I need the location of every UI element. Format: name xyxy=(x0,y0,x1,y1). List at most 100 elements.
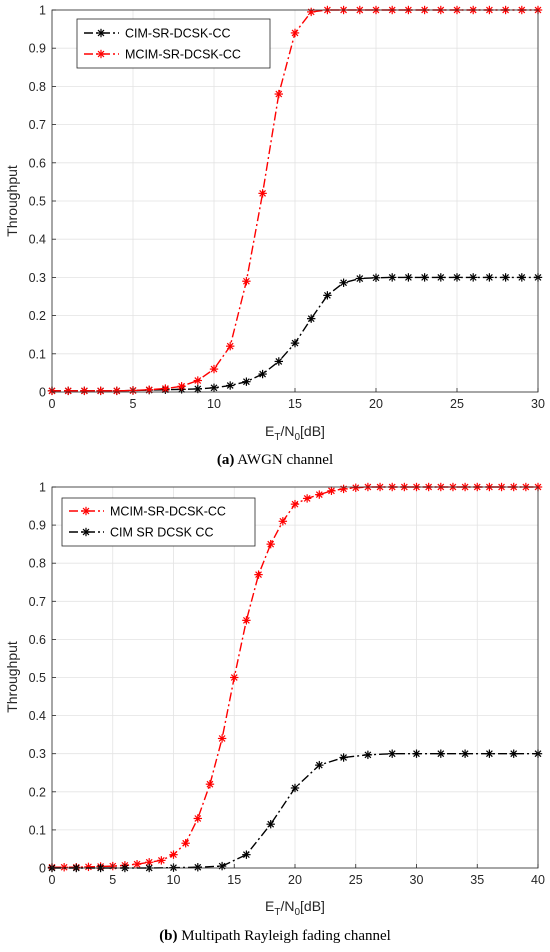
data-point xyxy=(485,273,494,282)
marker-stroke xyxy=(291,339,299,347)
legend-box xyxy=(76,18,271,69)
marker-stroke xyxy=(275,358,283,365)
y-tick-label: 0.1 xyxy=(29,347,46,361)
data-point xyxy=(258,369,267,379)
marker-stroke xyxy=(315,491,323,499)
marker-stroke xyxy=(226,382,234,389)
data-point xyxy=(436,273,445,282)
caption-a: (a) AWGN channel xyxy=(0,452,550,469)
data-point xyxy=(59,863,69,872)
marker-stroke xyxy=(267,820,275,828)
marker-stroke xyxy=(324,291,331,299)
marker-stroke xyxy=(510,750,518,758)
legend-entry-mcim: MCIM-SR-DCSK-CC xyxy=(69,505,226,519)
data-point xyxy=(501,273,510,282)
marker-stroke xyxy=(218,735,226,742)
data-point xyxy=(266,819,275,829)
data-point xyxy=(80,386,89,396)
legend-label: MCIM-SR-DCSK-CC xyxy=(110,505,226,519)
data-point xyxy=(96,49,106,59)
marker-stroke xyxy=(157,856,165,864)
marker-stroke xyxy=(97,50,105,58)
data-point xyxy=(517,273,526,282)
x-tick-label: 5 xyxy=(109,873,116,887)
data-point xyxy=(81,527,91,537)
data-point xyxy=(509,749,518,758)
data-point xyxy=(315,760,324,770)
marker-stroke xyxy=(275,90,283,98)
marker-stroke xyxy=(267,540,275,548)
y-tick-label: 0.4 xyxy=(29,233,46,247)
marker-stroke xyxy=(421,274,428,281)
y-tick-label: 0.8 xyxy=(29,80,46,94)
y-tick-label: 0.7 xyxy=(29,118,46,132)
marker-stroke xyxy=(413,750,420,758)
caption-tag: (b) xyxy=(159,928,178,944)
data-point xyxy=(226,341,235,351)
data-point xyxy=(209,364,219,374)
caption-text: Multipath Rayleigh fading channel xyxy=(181,928,391,944)
data-point xyxy=(132,859,142,869)
y-tick-label: 0.3 xyxy=(29,747,46,761)
y-tick-label: 0.5 xyxy=(29,671,46,685)
legend-marker xyxy=(81,527,91,537)
marker-stroke xyxy=(352,484,360,492)
marker-stroke xyxy=(243,378,250,386)
x-tick-label: 5 xyxy=(130,397,137,411)
data-point xyxy=(169,850,178,859)
data-point xyxy=(242,616,251,625)
data-point xyxy=(145,385,154,394)
data-point xyxy=(388,273,397,282)
marker-stroke xyxy=(82,507,90,515)
data-point xyxy=(290,783,300,793)
legend-label: MCIM-SR-DCSK-CC xyxy=(125,48,241,62)
y-tick-label: 0.2 xyxy=(29,309,46,323)
data-point xyxy=(452,273,462,282)
data-point xyxy=(258,189,267,198)
marker-stroke xyxy=(81,387,88,395)
marker-stroke xyxy=(178,382,185,390)
marker-stroke xyxy=(206,780,214,788)
x-tick-label: 20 xyxy=(288,873,302,887)
x-tick-label: 25 xyxy=(450,397,464,411)
data-point xyxy=(193,863,202,872)
marker-stroke xyxy=(97,387,104,395)
marker-stroke xyxy=(226,342,234,350)
data-point xyxy=(274,357,283,366)
x-tick-label: 15 xyxy=(288,397,302,411)
data-point xyxy=(193,376,202,385)
y-tick-label: 0 xyxy=(39,862,46,876)
marker-stroke xyxy=(502,274,509,281)
data-point xyxy=(363,750,373,760)
x-tick-label: 20 xyxy=(369,397,383,411)
marker-stroke xyxy=(453,274,461,281)
x-tick-label: 15 xyxy=(227,873,241,887)
marker-stroke xyxy=(303,495,311,502)
y-tick-label: 0.5 xyxy=(29,195,46,209)
data-point xyxy=(254,570,263,579)
marker-stroke xyxy=(210,365,218,373)
marker-stroke xyxy=(388,750,396,758)
marker-stroke xyxy=(170,851,177,859)
marker-stroke xyxy=(340,754,347,761)
x-tick-label: 35 xyxy=(470,873,484,887)
y-tick-label: 0.9 xyxy=(29,42,46,56)
data-point xyxy=(323,291,332,300)
data-point xyxy=(242,277,251,286)
marker-stroke xyxy=(486,274,493,281)
data-point xyxy=(81,506,91,516)
marker-stroke xyxy=(364,751,372,759)
marker-stroke xyxy=(291,784,299,792)
legend-marker xyxy=(96,49,106,59)
marker-stroke xyxy=(210,384,218,392)
x-tick-label: 30 xyxy=(531,397,545,411)
y-tick-label: 1 xyxy=(39,4,46,18)
data-point xyxy=(84,862,93,872)
data-point xyxy=(290,338,300,348)
data-point xyxy=(278,517,288,526)
x-tick-label: 0 xyxy=(49,873,56,887)
x-tick-label: 10 xyxy=(167,873,181,887)
x-tick-label: 10 xyxy=(207,397,221,411)
marker-stroke xyxy=(85,863,92,871)
